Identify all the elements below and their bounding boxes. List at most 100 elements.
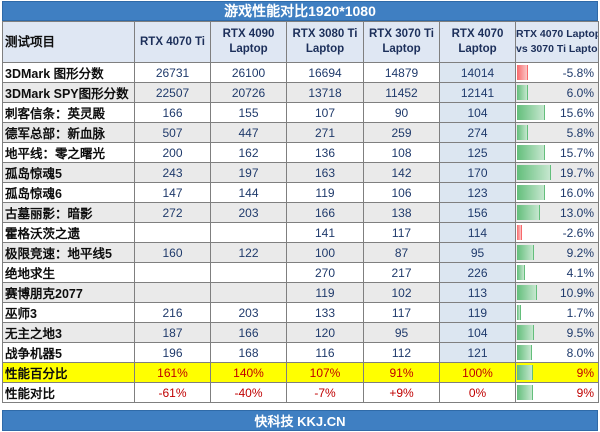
row-value: 142 xyxy=(363,162,440,183)
header-gpu-line2: Laptop xyxy=(305,43,345,55)
row-value: 203 xyxy=(210,202,287,223)
row-diff: 15.7% xyxy=(515,142,599,163)
row-value: 259 xyxy=(363,122,440,143)
summary-value: 107% xyxy=(286,362,364,383)
row-name: 刺客信条：英灵殿 xyxy=(2,102,135,123)
diff-value: -2.6% xyxy=(562,225,594,240)
row-value: 122 xyxy=(210,242,287,263)
row-value: 200 xyxy=(134,142,211,163)
diff-bar xyxy=(517,105,545,120)
row-name: 3DMark 图形分数 xyxy=(2,62,135,83)
diff-bar xyxy=(517,205,540,220)
row-value: 168 xyxy=(210,342,287,363)
row-value: 271 xyxy=(286,122,364,143)
header-compare: RTX 4070 Laptop vs 3070 Ti Laptop xyxy=(515,21,599,63)
row-value: 274 xyxy=(439,122,516,143)
summary-value: -61% xyxy=(134,382,211,403)
row-name: 绝地求生 xyxy=(2,262,135,283)
sheet-title: 游戏性能对比1920*1080 xyxy=(2,1,598,21)
header-gpu: RTX 3070 Ti Laptop xyxy=(363,21,440,63)
row-value: 87 xyxy=(363,242,440,263)
row-value: 26731 xyxy=(134,62,211,83)
row-value: 166 xyxy=(286,202,364,223)
row-diff: 8.0% xyxy=(515,342,599,363)
row-value: 133 xyxy=(286,302,364,323)
row-value: 120 xyxy=(286,322,364,343)
row-value: 114 xyxy=(439,222,516,243)
row-value xyxy=(134,282,211,303)
row-diff: 10.9% xyxy=(515,282,599,303)
row-value: 16694 xyxy=(286,62,364,83)
row-value: 11452 xyxy=(363,82,440,103)
row-name: 极限竞速：地平线5 xyxy=(2,242,135,263)
row-value: 14879 xyxy=(363,62,440,83)
header-gpu: RTX 4090 Laptop xyxy=(210,21,287,63)
row-value: 90 xyxy=(363,102,440,123)
row-value: 163 xyxy=(286,162,364,183)
diff-value: 8.0% xyxy=(566,345,594,360)
row-value: 166 xyxy=(210,322,287,343)
row-value: 117 xyxy=(363,222,440,243)
diff-value: 9.2% xyxy=(566,245,594,260)
header-compare-line1: RTX 4070 Laptop xyxy=(516,28,599,40)
row-value: 226 xyxy=(439,262,516,283)
row-value: 104 xyxy=(439,102,516,123)
benchmark-table: 测试项目 RTX 4070 Ti RTX 4090 Laptop RTX 3080 Ti… xyxy=(2,21,599,403)
diff-value: 15.6% xyxy=(559,105,594,120)
diff-bar xyxy=(517,165,551,180)
row-value: 160 xyxy=(134,242,211,263)
row-value: 22507 xyxy=(134,82,211,103)
row-value xyxy=(210,222,287,243)
diff-bar xyxy=(517,245,534,260)
row-value: 119 xyxy=(439,302,516,323)
table-row: 德军总部：新血脉 507 447 271 259 274 5.8% xyxy=(2,122,599,143)
row-value: 243 xyxy=(134,162,211,183)
row-value: 123 xyxy=(439,182,516,203)
row-value: 196 xyxy=(134,342,211,363)
row-value: 113 xyxy=(439,282,516,303)
diff-value: 16.0% xyxy=(559,185,594,200)
row-value: 117 xyxy=(363,302,440,323)
row-value: 102 xyxy=(363,282,440,303)
row-diff: 15.6% xyxy=(515,102,599,123)
header-gpu-line1: RTX 4090 xyxy=(222,28,275,40)
row-value: 197 xyxy=(210,162,287,183)
row-name: 3DMark SPY图形分数 xyxy=(2,82,135,103)
summary-value: 91% xyxy=(363,362,440,383)
sheet-footer: 快科技 KKJ.CN xyxy=(2,410,598,431)
row-value: 270 xyxy=(286,262,364,283)
table-row: 极限竞速：地平线5 160 122 100 87 95 9.2% xyxy=(2,242,599,263)
row-name: 孤岛惊魂6 xyxy=(2,182,135,203)
row-value: 12141 xyxy=(439,82,516,103)
row-diff: 6.0% xyxy=(515,82,599,103)
diff-bar xyxy=(517,145,545,160)
row-value xyxy=(210,282,287,303)
header-gpu-line1: RTX 3080 Ti xyxy=(292,28,358,40)
row-value: 170 xyxy=(439,162,516,183)
row-value: 112 xyxy=(363,342,440,363)
summary-compare-row: 性能对比 -61% -40% -7% +9% 0% 9% xyxy=(2,382,599,403)
table-row: 3DMark 图形分数 26731 26100 16694 14879 14014 -5.8… xyxy=(2,62,599,83)
row-value: 144 xyxy=(210,182,287,203)
summary-diff: 9% xyxy=(515,382,599,403)
diff-bar xyxy=(517,285,537,300)
row-value: 141 xyxy=(286,222,364,243)
diff-value: 6.0% xyxy=(566,85,594,100)
summary-name: 性能对比 xyxy=(2,382,135,403)
diff-bar xyxy=(517,125,528,140)
row-name: 德军总部：新血脉 xyxy=(2,122,135,143)
row-value: 155 xyxy=(210,102,287,123)
header-gpu-line2: Laptop xyxy=(229,43,268,55)
diff-bar xyxy=(517,345,532,360)
row-value: 26100 xyxy=(210,62,287,83)
row-value: 20726 xyxy=(210,82,287,103)
diff-bar xyxy=(517,225,522,240)
header-gpu-line1: RTX 4070 xyxy=(451,28,504,40)
diff-bar xyxy=(517,85,528,100)
row-value: 100 xyxy=(286,242,364,263)
row-value: 272 xyxy=(134,202,211,223)
row-value: 203 xyxy=(210,302,287,323)
diff-value: 15.7% xyxy=(559,145,594,160)
diff-bar xyxy=(517,65,528,80)
